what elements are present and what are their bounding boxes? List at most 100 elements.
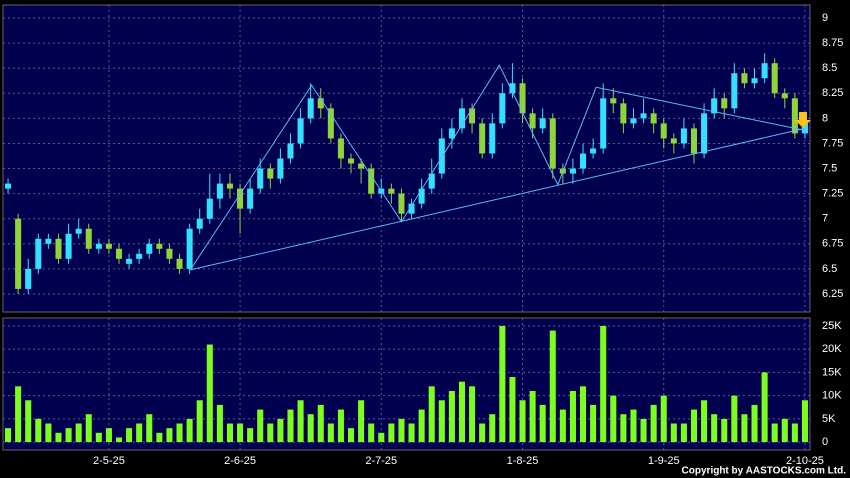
candle-body <box>771 63 778 94</box>
candle-body <box>347 158 355 164</box>
volume-bar <box>660 395 667 443</box>
candle-body <box>690 128 698 154</box>
volume-bar <box>580 386 587 443</box>
volume-tick-label: 5K <box>822 413 836 425</box>
volume-bar <box>721 418 728 443</box>
candle-body <box>398 193 405 214</box>
candle-body <box>327 108 334 139</box>
candle-body <box>216 183 223 199</box>
volume-bar <box>701 400 708 443</box>
candle-body <box>539 118 546 129</box>
volume-bar <box>428 386 435 443</box>
candle-body <box>721 98 728 109</box>
x-tick-label: 2-6-25 <box>224 455 256 467</box>
volume-bar <box>781 418 788 443</box>
volume-bar <box>569 390 576 443</box>
candle-body <box>458 108 466 129</box>
y-tick-label: 8 <box>822 112 828 124</box>
volume-bar <box>196 400 203 443</box>
volume-bar <box>529 390 536 443</box>
volume-bar <box>378 432 385 443</box>
candle-body <box>630 118 637 124</box>
volume-bar <box>216 404 223 443</box>
volume-bar <box>5 428 12 443</box>
volume-bar <box>358 400 365 443</box>
volume-bar <box>731 395 738 443</box>
candle-body <box>489 123 496 154</box>
candle-body <box>569 168 576 174</box>
candle-body <box>75 228 82 234</box>
volume-bar <box>438 400 445 443</box>
volume-bar <box>206 344 213 443</box>
volume-bar <box>287 409 294 443</box>
candle-body <box>469 108 476 124</box>
volume-panel <box>2 317 811 451</box>
candle-body <box>640 113 647 119</box>
candle-body <box>176 258 183 269</box>
volume-bar <box>146 414 153 443</box>
candle-body <box>761 63 768 79</box>
candle-body <box>620 103 627 124</box>
volume-bar <box>418 409 425 443</box>
volume-bar <box>519 400 526 443</box>
volume-bar <box>226 423 233 443</box>
volume-bar <box>237 423 244 443</box>
candle-body <box>731 73 738 109</box>
volume-bar <box>35 418 42 443</box>
copyright: Copyright by AASTOCKS.com Ltd. <box>682 466 847 477</box>
volume-bar <box>257 409 264 443</box>
volume-tick-label: 15K <box>822 366 842 378</box>
x-tick-label: 1-8-25 <box>507 455 539 467</box>
candle-body <box>277 158 284 179</box>
volume-bar <box>791 423 798 443</box>
volume-tick-label: 10K <box>822 390 842 402</box>
y-tick-label: 7.25 <box>822 188 843 200</box>
volume-bar <box>499 325 506 443</box>
candle-body <box>610 98 617 104</box>
volume-bar <box>136 423 143 443</box>
volume-bar <box>539 404 546 443</box>
volume-bar <box>85 414 92 443</box>
volume-bar <box>45 423 52 443</box>
volume-bar <box>549 330 556 443</box>
volume-bar <box>610 395 617 443</box>
volume-bar <box>620 414 627 443</box>
volume-bar <box>751 404 758 443</box>
candle-body <box>388 188 395 194</box>
y-tick-label: 8.5 <box>822 62 837 74</box>
volume-bar <box>65 428 72 443</box>
candle-body <box>45 238 52 244</box>
candle-body <box>196 218 203 229</box>
candle-body <box>670 138 677 144</box>
candle-body <box>65 233 72 259</box>
volume-bar <box>559 409 566 443</box>
volume-bar <box>277 418 284 443</box>
x-tick-label: 2-10-25 <box>786 455 824 467</box>
candle-body <box>15 218 22 289</box>
candle-body <box>499 93 506 124</box>
price-panel <box>2 4 811 313</box>
candle-body <box>580 153 587 169</box>
volume-bar <box>670 423 677 443</box>
volume-bar <box>388 423 395 443</box>
volume-bar <box>590 404 597 443</box>
candle-body <box>519 83 526 114</box>
volume-bar <box>247 428 254 443</box>
volume-bar <box>95 432 102 443</box>
candle-body <box>751 78 758 84</box>
volume-bar <box>55 432 62 443</box>
candle-body <box>166 248 173 259</box>
candle-body <box>701 113 708 154</box>
candle-body <box>105 243 112 249</box>
candle-body <box>438 138 445 174</box>
candle-body <box>55 238 62 259</box>
candle-body <box>115 248 123 259</box>
volume-bar <box>801 400 808 443</box>
volume-bar <box>156 432 163 443</box>
volume-bar <box>267 423 274 443</box>
volume-bar <box>469 386 476 443</box>
volume-bar <box>479 423 486 443</box>
candle-body <box>237 188 244 209</box>
volume-bar <box>337 409 344 443</box>
volume-bar <box>75 423 82 443</box>
